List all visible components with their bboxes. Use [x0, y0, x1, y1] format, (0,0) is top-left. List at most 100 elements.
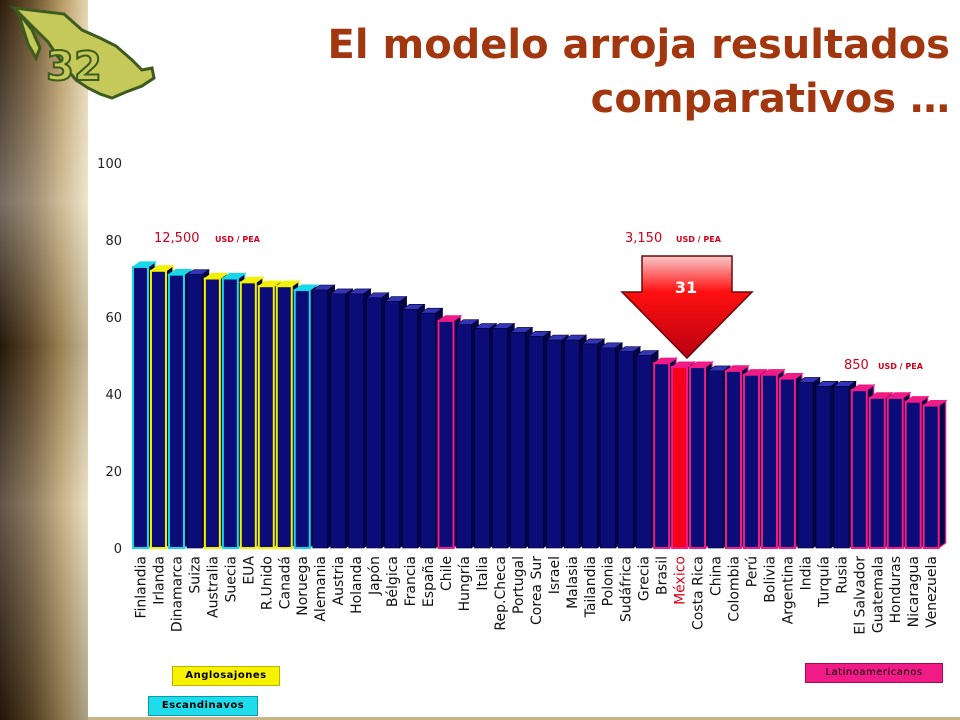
bar-front — [868, 396, 886, 549]
x-tick-label: Perú — [744, 556, 760, 587]
bars — [131, 260, 948, 550]
bar-front — [653, 362, 671, 550]
bar-front — [149, 269, 167, 549]
bar-front — [760, 373, 778, 549]
bar-front — [815, 385, 832, 549]
bar-front — [257, 285, 275, 549]
x-tick-label: El Salvador — [852, 556, 868, 635]
bar-front — [348, 293, 364, 549]
annotation-mid-unit: USD / PEA — [676, 235, 722, 244]
bar-front — [167, 273, 185, 549]
bar-front — [617, 351, 634, 549]
y-tick-label: 60 — [105, 311, 122, 326]
bar-front — [312, 289, 329, 549]
x-tick-label: Brasil — [655, 556, 671, 595]
x-tick-label: Israel — [547, 556, 563, 594]
x-tick-label: Colombia — [727, 556, 743, 622]
x-tick-label: Australia — [205, 556, 221, 618]
x-tick-label: Chile — [439, 556, 455, 591]
bar-front — [186, 274, 203, 549]
x-tick-label: Suiza — [187, 556, 203, 594]
bar-side — [938, 399, 947, 550]
bar — [921, 399, 948, 550]
x-tick-label: EUA — [241, 556, 257, 585]
x-tick-label: Portugal — [511, 556, 527, 614]
page-title: El modelo arroja resultados comparativos… — [230, 18, 950, 126]
bar-front — [437, 319, 455, 549]
bar-front — [778, 377, 796, 549]
x-tick-label: Tailandia — [583, 556, 599, 618]
x-tick-label: China — [709, 556, 725, 596]
bar-front — [707, 370, 724, 549]
x-tick-label: Bélgica — [385, 556, 401, 607]
annotation-left-unit: USD / PEA — [215, 235, 261, 244]
bar-front — [850, 389, 868, 549]
y-tick-label: 40 — [105, 388, 122, 403]
annotation-left: 12,500 USD / PEA — [154, 231, 261, 246]
legend-latinoamericanos: Latinoamericanos — [805, 663, 943, 683]
bar-front — [599, 347, 616, 549]
highlight-arrow: 31 — [620, 255, 754, 360]
bar-front — [474, 328, 490, 549]
legend-anglosajones: Anglosajones — [172, 666, 280, 686]
x-tick-label: Corea Sur — [529, 556, 545, 625]
y-tick-label: 80 — [105, 234, 122, 249]
bar-front — [402, 308, 418, 549]
x-tick-label: Hungría — [457, 556, 473, 611]
bar-front — [203, 277, 221, 549]
x-tick-label: Francia — [403, 556, 419, 606]
x-tick-label: Irlanda — [151, 556, 167, 605]
x-tick-label: Dinamarca — [169, 556, 185, 632]
bar-front — [833, 385, 850, 549]
bar-front — [742, 373, 760, 549]
x-tick-label: Rep.Checa — [493, 556, 509, 631]
annotation-mid-value: 3,150 — [625, 231, 662, 246]
bar-front — [293, 289, 311, 549]
x-tick-label: R.Unido — [259, 556, 275, 610]
x-tick-label: Austria — [331, 556, 347, 605]
x-tick-label: Polonia — [601, 556, 617, 606]
y-axis: 0 20 40 60 80 100 — [97, 157, 122, 557]
bar-front — [563, 339, 580, 549]
mexico-map-logo: 32 — [9, 5, 156, 100]
x-tick-label: Italia — [475, 556, 491, 591]
bar-front — [528, 335, 544, 549]
x-tick-label: Honduras — [888, 556, 904, 623]
bar-front — [797, 382, 814, 549]
bar-front — [420, 312, 436, 549]
x-tick-label: Finlandia — [134, 556, 150, 619]
y-tick-label: 100 — [97, 157, 122, 172]
bar-front — [581, 343, 598, 549]
bar-front — [725, 369, 743, 549]
x-tick-label: Alemania — [313, 556, 329, 622]
bar-front — [510, 332, 526, 549]
x-tick-label: Grecia — [637, 556, 653, 601]
x-tick-label: Sudáfrica — [619, 556, 635, 622]
x-tick-label: Japón — [367, 556, 383, 596]
x-tick-label: Noruega — [295, 556, 311, 616]
x-tick-label: Bolivia — [762, 556, 778, 603]
x-tick-label: Nicaragua — [906, 556, 922, 627]
x-tick-label: Canadá — [277, 556, 293, 609]
legend-escandinavos: Escandinavos — [148, 696, 258, 716]
x-labels: Finlandia Irlanda Dinamarca Suiza Australia S… — [134, 556, 941, 635]
bar-front — [456, 324, 472, 549]
bar-front — [275, 285, 293, 549]
y-tick-label: 0 — [114, 542, 122, 557]
bar-front — [689, 366, 707, 549]
bar-front — [922, 404, 940, 549]
x-tick-label: Malasia — [565, 556, 581, 609]
bar-front — [132, 265, 149, 549]
bar-front — [671, 366, 689, 549]
annotation-right-value: 850 — [844, 358, 869, 373]
bar-front — [886, 396, 904, 549]
bar-front — [546, 339, 562, 549]
title-line-1: El modelo arroja resultados — [327, 22, 950, 68]
annotation-left-value: 12,500 — [154, 231, 200, 246]
x-tick-label: Costa Rica — [691, 556, 707, 630]
arrow-label: 31 — [675, 278, 697, 297]
x-tick-label: Holanda — [349, 556, 365, 614]
legend-escandinavos-label: Escandinavos — [161, 700, 245, 711]
legend-latinoamericanos-label: Latinoamericanos — [825, 667, 923, 678]
